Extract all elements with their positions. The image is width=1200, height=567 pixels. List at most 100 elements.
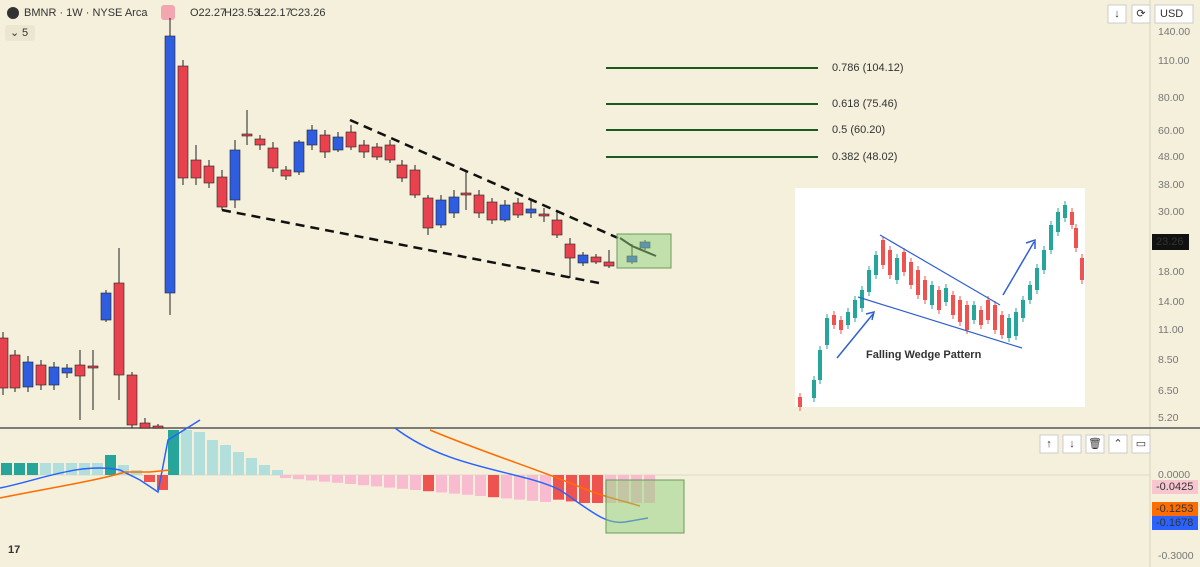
candle-body [229,149,241,201]
candle-body [74,364,86,377]
move-up[interactable] [1039,434,1059,454]
fib-label: 0.382 (48.02) [832,151,897,163]
histogram-bar [1,463,12,475]
signal-badge [1152,502,1198,516]
histogram-bar [105,455,116,475]
inset-candle [1074,228,1078,248]
histogram-bar [293,475,304,480]
candle-body [551,219,563,236]
histogram-bar [92,463,103,475]
candle-body [448,196,460,214]
histogram-bar [27,463,38,475]
wedge-upper [349,118,619,240]
candle-body [254,138,266,146]
histogram-bar [280,475,291,478]
delete[interactable] [1085,434,1105,454]
inset-candles [798,201,1084,411]
histogram-bar [259,465,270,475]
candle-body [35,364,47,386]
refresh-button[interactable] [1131,4,1151,24]
refresh-icon: ⟳ [1136,8,1145,20]
candle-body [100,292,112,321]
inset-candle [1021,300,1025,318]
download-button[interactable] [1107,4,1127,24]
price-tick-label: 60.00 [1158,125,1184,137]
candle-body [396,164,408,179]
histogram-bar [332,475,343,483]
candle-body [22,361,34,388]
candle-body [564,243,576,259]
histogram-bar [345,475,356,484]
inset-candle [853,300,857,318]
histogram-bar [540,475,551,502]
inset-caption: Falling Wedge Pattern [866,349,982,361]
indicator-tick-label: -0.3000 [1158,550,1194,562]
inset-candle [895,258,899,280]
histogram-bar [319,475,330,482]
candle-body [499,204,511,221]
price-tick-label: 48.00 [1158,151,1184,163]
inset-candle [972,305,976,320]
histogram-bar [14,463,25,475]
histogram-bar [501,475,512,499]
candle-body [319,134,331,153]
high: H23.53 [224,7,259,19]
collapse-pane[interactable] [1108,434,1128,454]
candle-body [345,131,357,148]
candle-body [384,144,396,161]
collapse-button[interactable] [5,25,35,41]
price-tick-label: 140.00 [1158,26,1190,38]
histogram-bar [592,475,603,503]
inset-candle [1070,212,1074,225]
inset-candle [881,240,885,265]
inset-candle [944,288,948,302]
maximize-pane[interactable] [1131,434,1151,454]
candle-body [267,147,279,169]
collapse-count: ⌄ [10,27,19,39]
candle-body [590,256,602,263]
price-tick-label: 8.50 [1158,354,1179,366]
candle-body [538,213,550,217]
currency: USD [1160,8,1183,20]
histogram-bar [194,432,205,475]
histogram-bar [527,475,538,501]
candle-body [87,365,99,369]
candle-body [293,141,305,173]
inset-candle [874,255,878,275]
candle-body [577,254,589,264]
inset-candle [909,262,913,285]
price-tick-label: 5.20 [1158,412,1179,424]
move-down[interactable] [1062,434,1082,454]
inset-candle [812,380,816,398]
histogram-bar [423,475,434,492]
histogram-bar [246,458,257,475]
candle-body [9,354,21,389]
maximize-icon: ▭ [1136,438,1146,450]
candle-body [126,374,138,426]
histogram-bar [144,475,155,482]
download-icon: ↓ [1114,8,1120,20]
currency-button[interactable] [1154,4,1194,24]
candle-body [460,192,472,196]
fib-lines [606,67,818,158]
last-price-badge [1152,234,1189,250]
inset-candle [986,300,990,320]
price-tick-label: 38.00 [1158,179,1184,191]
candle-body [139,422,151,429]
inset-candle [839,320,843,330]
inset-wedge-upper [879,234,1001,306]
candle-body [216,176,228,208]
low: L22.17 [258,7,292,19]
histogram-bar [306,475,317,481]
candle-body [113,282,125,376]
candle-body [371,146,383,158]
flag[interactable] [161,5,175,20]
symbol: BMNR · 1W · NYSE Arca [24,7,148,19]
inset-candle [993,305,997,330]
inset-candle [888,250,892,275]
candle-body [603,261,615,267]
candle-body [190,159,202,179]
candle-body [152,425,164,429]
fib-label: 0.618 (75.46) [832,98,897,110]
